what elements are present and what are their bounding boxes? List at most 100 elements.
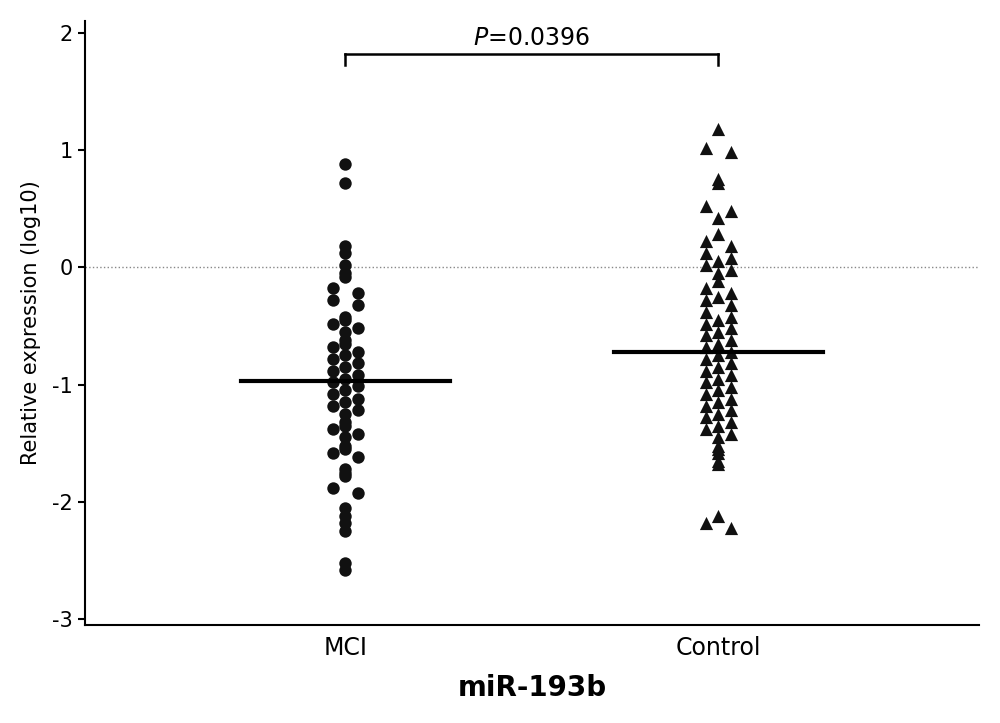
- Text: $\it{P}$=0.0396: $\it{P}$=0.0396: [473, 26, 590, 50]
- Point: [723, 205, 739, 217]
- Point: [710, 443, 726, 455]
- Point: [698, 259, 714, 270]
- Point: [710, 373, 726, 385]
- Point: [350, 322, 366, 334]
- Point: [723, 322, 739, 334]
- Point: [710, 440, 726, 451]
- Point: [350, 369, 366, 381]
- Point: [337, 432, 353, 443]
- Point: [698, 283, 714, 294]
- Point: [710, 420, 726, 432]
- Point: [698, 318, 714, 330]
- Point: [710, 177, 726, 189]
- Point: [710, 326, 726, 338]
- Point: [337, 467, 353, 479]
- Point: [710, 396, 726, 408]
- Point: [710, 432, 726, 443]
- Point: [698, 142, 714, 153]
- Point: [698, 377, 714, 388]
- Point: [350, 405, 366, 416]
- Point: [723, 393, 739, 404]
- Point: [723, 346, 739, 358]
- Point: [710, 455, 726, 466]
- Point: [710, 228, 726, 240]
- Point: [710, 349, 726, 361]
- Point: [337, 338, 353, 349]
- Point: [325, 377, 341, 388]
- Point: [723, 428, 739, 440]
- Point: [723, 369, 739, 381]
- Point: [337, 471, 353, 482]
- Point: [337, 416, 353, 428]
- Point: [337, 463, 353, 475]
- Point: [698, 341, 714, 353]
- Point: [710, 315, 726, 326]
- Point: [723, 334, 739, 346]
- Point: [350, 428, 366, 440]
- Point: [337, 564, 353, 576]
- Point: [337, 247, 353, 259]
- Point: [710, 256, 726, 268]
- Point: [698, 364, 714, 376]
- Point: [710, 362, 726, 373]
- Point: [337, 408, 353, 420]
- Point: [710, 385, 726, 396]
- Point: [723, 299, 739, 311]
- Point: [337, 158, 353, 170]
- Point: [723, 358, 739, 369]
- Point: [337, 334, 353, 346]
- Point: [325, 424, 341, 435]
- Point: [325, 283, 341, 294]
- Point: [698, 411, 714, 423]
- Point: [698, 200, 714, 212]
- Point: [337, 349, 353, 361]
- Point: [723, 381, 739, 393]
- Point: [337, 373, 353, 385]
- X-axis label: miR-193b: miR-193b: [457, 674, 606, 702]
- Point: [325, 364, 341, 376]
- Point: [710, 212, 726, 223]
- Point: [337, 440, 353, 451]
- Point: [723, 147, 739, 158]
- Point: [350, 452, 366, 463]
- Point: [698, 236, 714, 247]
- Point: [337, 517, 353, 529]
- Point: [337, 311, 353, 322]
- Point: [350, 487, 366, 498]
- Point: [710, 408, 726, 420]
- Point: [350, 346, 366, 358]
- Point: [698, 517, 714, 529]
- Point: [698, 247, 714, 259]
- Point: [337, 510, 353, 522]
- Point: [723, 287, 739, 299]
- Point: [337, 396, 353, 408]
- Point: [710, 291, 726, 302]
- Point: [350, 299, 366, 311]
- Point: [337, 420, 353, 432]
- Point: [337, 268, 353, 279]
- Point: [337, 315, 353, 326]
- Point: [325, 294, 341, 306]
- Point: [337, 259, 353, 270]
- Point: [337, 271, 353, 283]
- Point: [723, 405, 739, 416]
- Point: [337, 385, 353, 396]
- Point: [337, 502, 353, 513]
- Point: [710, 174, 726, 185]
- Point: [325, 388, 341, 400]
- Point: [710, 268, 726, 279]
- Point: [710, 123, 726, 134]
- Point: [325, 318, 341, 330]
- Point: [698, 330, 714, 341]
- Point: [350, 287, 366, 299]
- Point: [710, 510, 726, 522]
- Point: [337, 177, 353, 189]
- Point: [698, 306, 714, 317]
- Point: [710, 338, 726, 349]
- Point: [710, 275, 726, 287]
- Point: [350, 358, 366, 369]
- Point: [723, 240, 739, 252]
- Point: [325, 341, 341, 353]
- Point: [350, 393, 366, 404]
- Point: [325, 400, 341, 411]
